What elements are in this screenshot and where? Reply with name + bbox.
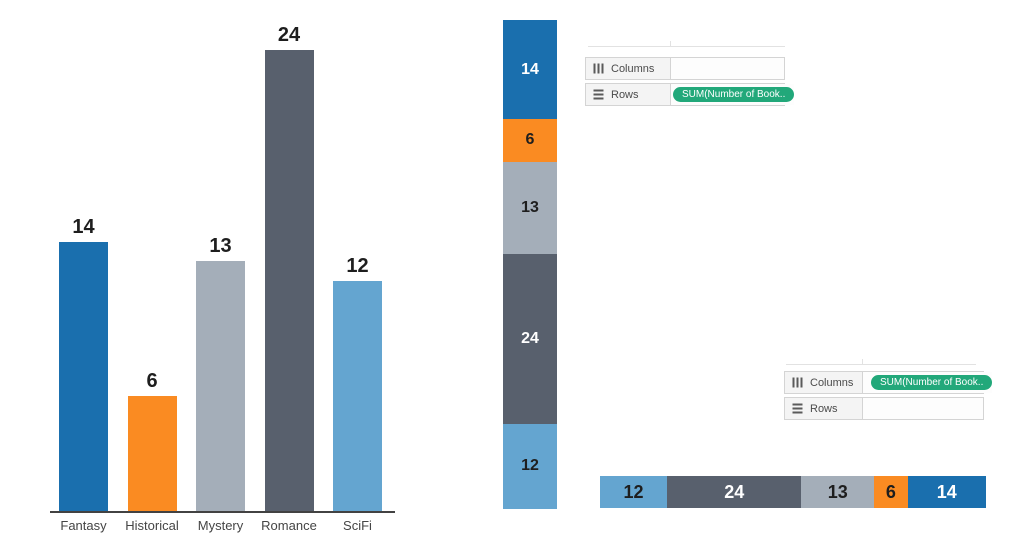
rows-shelf-header: Rows — [586, 84, 671, 105]
segment-label: 12 — [521, 457, 539, 475]
stacked-segment-historical[interactable]: 6 — [874, 476, 908, 508]
panel-bottom-remnant-line — [786, 364, 976, 365]
columns-shelf-area[interactable] — [671, 58, 784, 79]
rows-shelf-area[interactable] — [863, 398, 983, 419]
segment-label: 13 — [521, 198, 539, 216]
segment-label: 24 — [724, 482, 745, 502]
segment-label: 24 — [521, 329, 539, 347]
panel-bottom-remnant-tick — [862, 359, 863, 364]
stacked-segment-romance[interactable]: 24 — [503, 253, 557, 424]
panel-top-remnant-line — [588, 46, 785, 47]
category-label-mystery: Mystery — [197, 518, 244, 533]
shelf-panel-bottom: Columns SUM(Number of Book.. Rows — [784, 371, 993, 423]
stacked-segment-romance[interactable]: 24 — [667, 476, 802, 508]
stacked-segment-scifi[interactable]: 12 — [503, 423, 557, 509]
columns-icon — [792, 377, 803, 388]
columns-shelf-header: Columns — [785, 372, 863, 393]
columns-shelf[interactable]: Columns SUM(Number of Book.. — [784, 371, 993, 394]
category-label-romance: Romance — [261, 518, 317, 533]
segment-label: 13 — [827, 482, 848, 502]
rows-icon — [792, 403, 803, 414]
value-label-mystery: 13 — [209, 235, 232, 258]
bar-mystery[interactable] — [196, 261, 245, 511]
field-pill-sum-number-of-books[interactable]: SUM(Number of Book.. — [673, 87, 795, 102]
stacked-segment-mystery[interactable]: 13 — [503, 161, 557, 254]
columns-shelf-label: Columns — [810, 376, 854, 389]
segment-label: 12 — [623, 482, 644, 502]
rows-icon — [593, 89, 604, 100]
columns-shelf-area[interactable]: SUM(Number of Book.. — [863, 372, 993, 393]
columns-shelf-label: Columns — [611, 62, 655, 75]
segment-label: 6 — [525, 131, 535, 149]
rows-shelf-label: Rows — [810, 402, 838, 415]
stacked-segment-scifi[interactable]: 12 — [600, 476, 668, 508]
shelf-panel-top: Columns Rows SUM(Number of Book.. — [585, 57, 795, 109]
columns-shelf[interactable]: Columns — [585, 57, 785, 80]
bar-romance[interactable] — [264, 50, 314, 511]
bar-scifi[interactable] — [333, 280, 382, 511]
segment-label: 14 — [521, 60, 539, 78]
category-label-fantasy: Fantasy — [60, 518, 107, 533]
category-label-historical: Historical — [125, 518, 179, 533]
columns-shelf-header: Columns — [586, 58, 671, 79]
columns-icon — [593, 63, 604, 74]
field-pill-sum-number-of-books[interactable]: SUM(Number of Book.. — [871, 375, 993, 390]
stacked-segment-fantasy[interactable]: 14 — [503, 20, 557, 120]
bar-historical[interactable] — [127, 395, 177, 511]
value-label-historical: 6 — [146, 369, 158, 392]
value-label-fantasy: 14 — [72, 216, 95, 239]
rows-shelf[interactable]: Rows — [784, 397, 984, 420]
x-axis-line — [50, 511, 395, 513]
rows-shelf-label: Rows — [611, 88, 639, 101]
value-label-scifi: 12 — [346, 254, 369, 277]
stacked-segment-historical[interactable]: 6 — [503, 119, 557, 162]
stacked-segment-mystery[interactable]: 13 — [801, 476, 875, 508]
stacked-segment-fantasy[interactable]: 14 — [907, 476, 986, 508]
segment-label: 6 — [885, 482, 896, 502]
rows-shelf-header: Rows — [785, 398, 863, 419]
rows-shelf[interactable]: Rows SUM(Number of Book.. — [585, 83, 795, 106]
bar-fantasy[interactable] — [59, 242, 108, 511]
category-label-scifi: SciFi — [343, 518, 372, 533]
panel-top-remnant-tick — [670, 41, 671, 46]
value-label-romance: 24 — [277, 24, 301, 47]
segment-label: 14 — [936, 482, 957, 502]
rows-shelf-area[interactable]: SUM(Number of Book.. — [671, 84, 795, 105]
